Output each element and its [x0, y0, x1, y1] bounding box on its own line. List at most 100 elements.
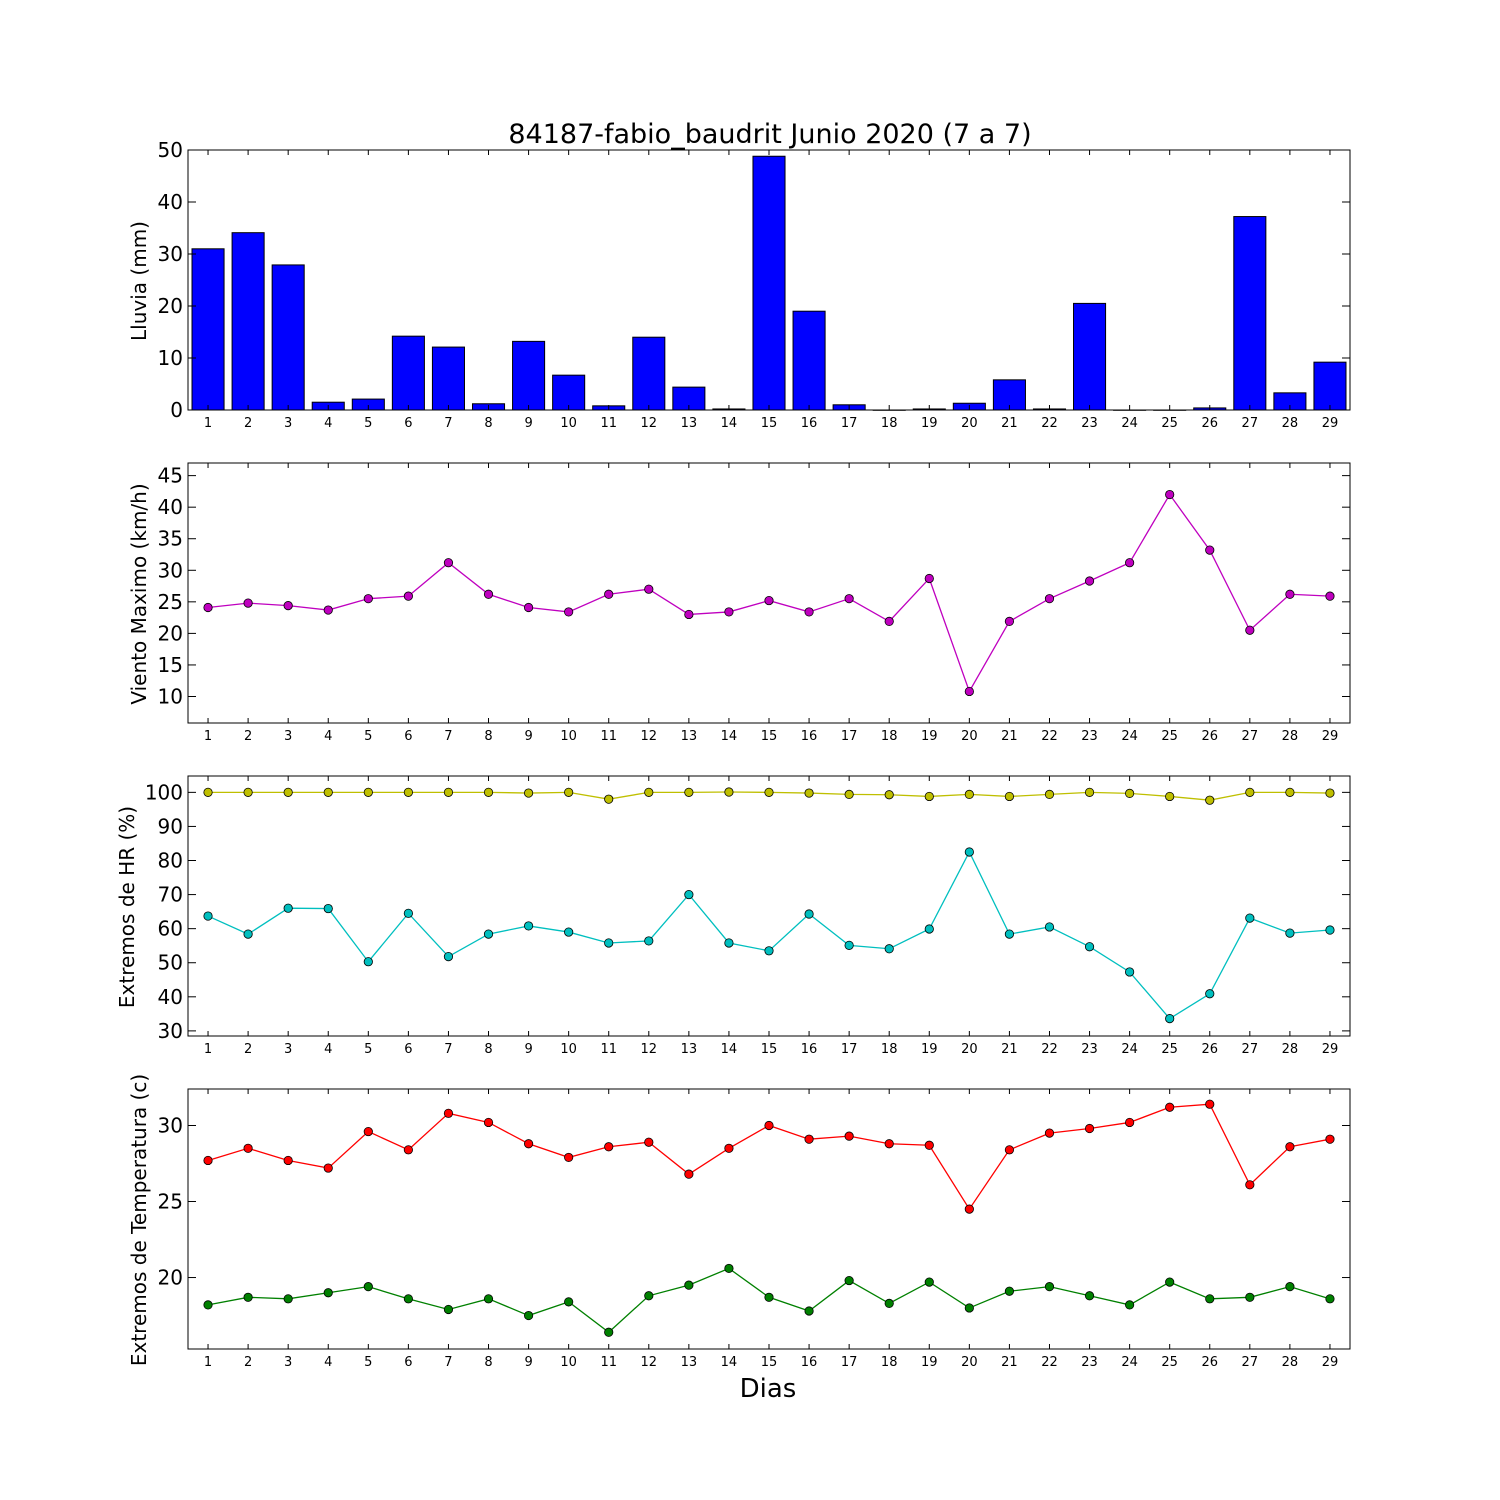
- rain-x-tick-label: 7: [444, 416, 452, 431]
- rain-x-tick-label: 3: [284, 416, 292, 431]
- wind-series-0-point: [1084, 576, 1095, 586]
- wind-x-tick-label: 25: [1161, 729, 1178, 744]
- temperature-x-tick-label: 5: [364, 1355, 372, 1370]
- panel-humidity: Extremos de HR (%) 1 2 3 4 5 6 7 8 9 10 11 12 13 14 15…: [115, 775, 1351, 1057]
- wind-series-0-point: [604, 589, 614, 599]
- wind-series-0-point: [523, 602, 534, 613]
- humidity-x-tick-label: 4: [324, 1042, 332, 1057]
- humidity-y-tick-label: 90: [158, 814, 183, 838]
- wind-y-tick-label: 40: [158, 495, 183, 519]
- rain-x-tick-label: 11: [600, 416, 617, 431]
- humidity-series-0-point: [724, 787, 734, 797]
- wind-x-tick-label: 6: [404, 729, 412, 744]
- rain-x-tick-label: 16: [801, 416, 818, 431]
- rain-x-tick-label: 22: [1041, 416, 1058, 431]
- wind-series-0-point: [1285, 589, 1295, 599]
- humidity-series-0-point: [604, 794, 614, 804]
- rain-y-axis-label: Lluvia (mm): [127, 221, 151, 341]
- rain-x-tick-label: 6: [404, 416, 412, 431]
- temperature-series-0-point: [1044, 1128, 1055, 1138]
- temperature-x-tick-label: 20: [961, 1355, 978, 1370]
- rain-x-tick-label: 9: [524, 416, 532, 431]
- temperature-x-tick-label: 23: [1081, 1355, 1098, 1370]
- wind-y-tick-label: 30: [158, 558, 183, 582]
- humidity-y-tick-label: 100: [145, 780, 183, 804]
- wind-x-tick-label: 14: [721, 729, 738, 744]
- humidity-series-1-point: [323, 903, 333, 914]
- humidity-series-0-point: [1004, 791, 1015, 802]
- rain-bar: [792, 310, 826, 411]
- wind-series-0-point: [724, 607, 734, 617]
- humidity-series-0-point: [1125, 788, 1135, 798]
- wind-y-tick-label: 10: [158, 684, 183, 708]
- temperature-series-1-point: [1245, 1292, 1255, 1302]
- humidity-y-tick-label: 80: [158, 849, 183, 873]
- rain-x-tick-label: 12: [641, 416, 658, 431]
- temperature-series-0-point: [964, 1204, 974, 1214]
- humidity-series-1-point: [924, 924, 934, 934]
- humidity-series-1-point: [1245, 913, 1255, 923]
- wind-x-tick-label: 17: [841, 729, 858, 744]
- wind-x-tick-label: 9: [524, 729, 532, 744]
- temperature-series-1-point: [1125, 1300, 1135, 1310]
- rain-x-tick-label: 10: [560, 416, 577, 431]
- rain-bar: [632, 336, 666, 411]
- wind-x-tick-label: 23: [1081, 729, 1098, 744]
- rain-bar: [271, 264, 305, 411]
- wind-x-tick-label: 29: [1322, 729, 1339, 744]
- humidity-x-tick-label: 29: [1322, 1042, 1339, 1057]
- wind-series-0-point: [323, 605, 333, 615]
- rain-bar: [1233, 216, 1267, 411]
- temperature-x-tick-label: 26: [1201, 1355, 1218, 1370]
- humidity-series-0-point: [844, 789, 854, 800]
- humidity-series-0-point: [1165, 791, 1175, 802]
- temperature-series-0-point: [443, 1108, 454, 1118]
- humidity-x-tick-label: 24: [1121, 1042, 1138, 1057]
- temperature-series-0-point: [1205, 1099, 1215, 1109]
- rain-x-tick-label: 8: [484, 416, 492, 431]
- temperature-x-tick-label: 17: [841, 1355, 858, 1370]
- temperature-series-0-point: [523, 1139, 534, 1149]
- temperature-series-1-point: [1165, 1277, 1175, 1287]
- rain-x-tick-label: 2: [244, 416, 252, 431]
- temperature-x-tick-label: 4: [324, 1355, 332, 1370]
- wind-x-tick-label: 11: [600, 729, 617, 744]
- wind-x-tick-label: 24: [1121, 729, 1138, 744]
- wind-series-0-point: [804, 607, 814, 617]
- humidity-series-0-point: [884, 790, 894, 800]
- humidity-series-1-point: [243, 929, 253, 939]
- wind-x-tick-label: 7: [444, 729, 452, 744]
- humidity-series-0-point: [1325, 788, 1335, 798]
- rain-x-tick-label: 15: [761, 416, 778, 431]
- temperature-series-1-point: [684, 1280, 694, 1290]
- humidity-series-1-point: [604, 938, 614, 948]
- temperature-x-tick-label: 9: [524, 1355, 532, 1370]
- humidity-x-tick-label: 1: [204, 1042, 212, 1057]
- humidity-series-1-point: [884, 944, 894, 954]
- wind-x-tick-label: 19: [921, 729, 938, 744]
- temperature-series-0-point: [323, 1163, 333, 1173]
- temperature-series-1-point: [724, 1263, 734, 1274]
- wind-series-0-point: [203, 602, 213, 613]
- wind-x-tick-label: 26: [1201, 729, 1218, 744]
- temperature-y-tick-label: 20: [158, 1266, 183, 1290]
- humidity-x-tick-label: 15: [761, 1042, 778, 1057]
- panel-wind: Viento Maximo (km/h) 1 2 3 4 5 6 7 8 9 10 11 12 13 14…: [127, 462, 1351, 744]
- temperature-x-tick-label: 3: [284, 1355, 292, 1370]
- temperature-series-1-point: [964, 1303, 974, 1313]
- temperature-x-tick-label: 7: [444, 1355, 452, 1370]
- humidity-series-1-point: [363, 957, 373, 967]
- humidity-series-1-point: [483, 929, 494, 939]
- humidity-x-tick-label: 13: [681, 1042, 698, 1057]
- wind-y-tick-label: 15: [158, 653, 183, 677]
- rain-bar: [191, 248, 225, 411]
- wind-series-0-point: [243, 598, 253, 608]
- temperature-series-0-point: [483, 1117, 494, 1128]
- temperature-series-1-point: [523, 1310, 534, 1321]
- wind-x-tick-label: 16: [801, 729, 818, 744]
- humidity-series-1-point: [203, 911, 213, 921]
- temperature-y-axis-label: Extremos de Temperatura (c): [127, 1074, 151, 1366]
- humidity-series-1-point: [684, 889, 694, 900]
- temperature-series-1-point: [203, 1300, 213, 1310]
- humidity-series-0-point: [243, 787, 253, 797]
